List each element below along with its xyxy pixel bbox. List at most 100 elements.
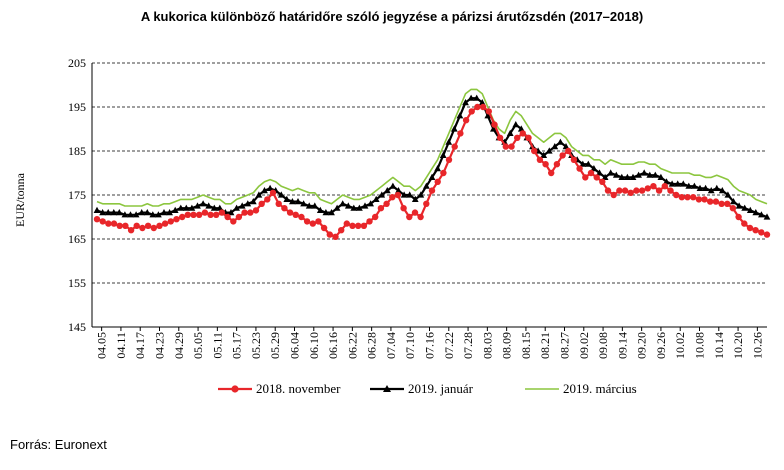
data-point [360, 222, 368, 229]
data-point [233, 204, 240, 211]
data-point [264, 196, 271, 203]
data-point [235, 213, 243, 221]
data-point [261, 187, 268, 194]
data-point [155, 211, 162, 218]
data-point [713, 184, 721, 191]
x-tick-label: 08.03 [480, 332, 494, 359]
data-point [741, 204, 749, 211]
data-point [638, 187, 646, 194]
x-tick-labels: 04.05 04.11 04.17 04.23 04.29 05.05 05.11 05.17… [95, 332, 765, 359]
data-point [99, 218, 106, 225]
data-point [474, 103, 481, 111]
data-point [604, 187, 612, 194]
data-point [763, 231, 771, 238]
data-point [644, 185, 651, 192]
data-point [624, 173, 631, 180]
data-point [116, 222, 123, 229]
data-point [701, 196, 708, 203]
x-tick-label: 09.26 [654, 332, 668, 359]
data-point [746, 224, 754, 232]
data-point [400, 205, 407, 212]
x-tick-label: 05.11 [210, 332, 224, 359]
x-tick-label: 04.29 [172, 332, 186, 359]
data-point [724, 200, 731, 207]
data-point [690, 194, 697, 201]
data-point [93, 206, 101, 213]
data-point [207, 211, 214, 218]
x-tick-label: 04.05 [95, 332, 109, 359]
data-point [548, 169, 555, 177]
data-point [184, 211, 191, 218]
data-point [428, 173, 436, 180]
data-point [746, 206, 754, 213]
x-tick-label: 08.21 [538, 332, 552, 359]
data-point [542, 161, 549, 168]
data-point [650, 183, 657, 190]
chart-title: A kukorica különböző határidőre szóló je… [141, 9, 643, 24]
x-tick-label: 10.08 [693, 332, 707, 359]
data-point [562, 143, 570, 150]
x-tick-label: 05.23 [249, 332, 263, 359]
data-point [333, 204, 341, 211]
legend-label: 2018. november [256, 381, 341, 396]
data-point [661, 183, 668, 190]
data-point [182, 204, 190, 211]
data-point [127, 211, 134, 218]
data-point [646, 171, 654, 178]
data-point [517, 125, 525, 132]
x-tick-label: 09.20 [635, 332, 649, 359]
x-tick-label: 10.20 [731, 332, 745, 359]
x-tick-label: 07.22 [442, 332, 456, 359]
x-tick-label: 04.23 [153, 332, 167, 359]
x-tick-label: 06.16 [326, 332, 340, 359]
data-point [173, 216, 180, 223]
data-point [300, 200, 307, 207]
x-tick-label: 07.04 [384, 332, 398, 359]
x-tick-label: 08.15 [519, 332, 533, 359]
data-point [657, 173, 665, 180]
data-point [618, 173, 626, 180]
data-point [150, 224, 157, 232]
data-point [553, 161, 561, 168]
data-point [349, 222, 356, 229]
data-point [139, 224, 146, 232]
data-point [266, 184, 274, 191]
data-point [277, 191, 285, 198]
data-point [587, 169, 595, 177]
data-point [406, 213, 413, 221]
y-tick-label: 175 [68, 188, 86, 202]
data-point [258, 200, 265, 207]
source-note: Forrás: Euronext [10, 437, 107, 452]
data-point [309, 220, 316, 227]
data-point [519, 130, 526, 137]
y-axis-label: EUR/tonna [13, 172, 27, 227]
data-point [160, 209, 168, 216]
data-point [718, 200, 725, 207]
data-point [707, 187, 715, 194]
legend-item-2: 2019. január [370, 381, 474, 396]
data-point [383, 187, 391, 194]
data-point [490, 125, 497, 132]
x-tick-label: 10.14 [712, 332, 726, 359]
data-point [350, 204, 358, 211]
data-point [194, 202, 201, 209]
data-point [570, 156, 578, 163]
data-point [423, 200, 430, 207]
x-tick-label: 05.29 [268, 332, 282, 359]
data-point [311, 202, 319, 209]
x-tick-label: 09.14 [615, 332, 629, 359]
data-point [161, 220, 169, 227]
x-tick-label: 06.10 [307, 332, 321, 359]
data-point [367, 200, 374, 207]
data-point [491, 121, 498, 128]
data-point [679, 180, 687, 187]
data-point [674, 180, 682, 187]
data-point [338, 227, 345, 234]
data-point [673, 191, 680, 199]
data-point [596, 169, 603, 176]
data-point [729, 205, 737, 212]
data-point [303, 218, 311, 225]
data-point [383, 200, 390, 207]
data-point [395, 187, 402, 194]
legend-marker [231, 385, 239, 393]
